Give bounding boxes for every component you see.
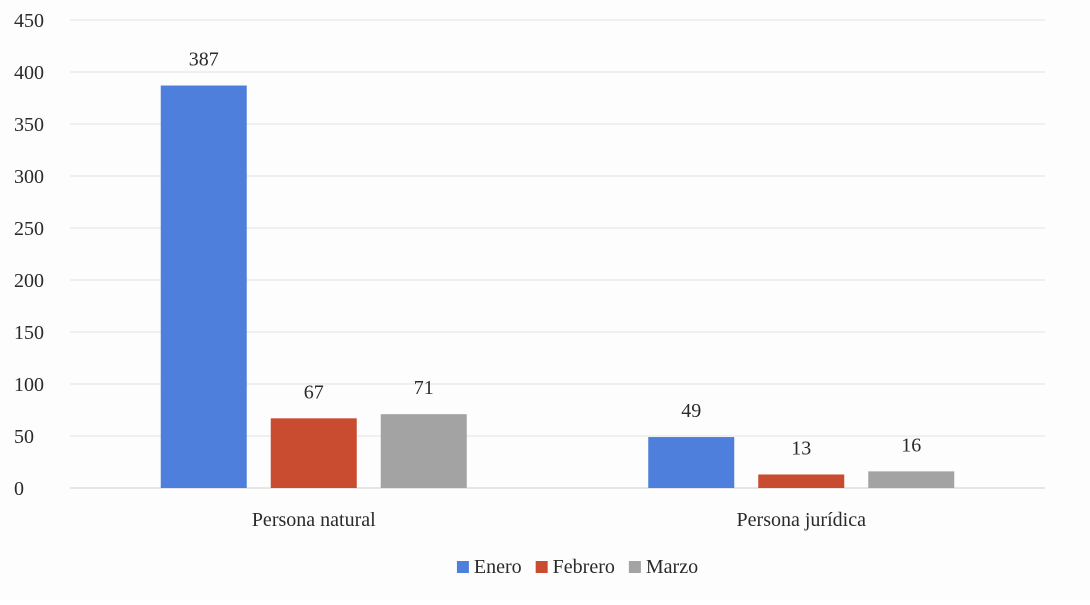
bar-enero-0 (160, 85, 247, 489)
legend-label: Enero (474, 556, 522, 578)
data-label: 16 (901, 434, 921, 456)
y-axis-tick-labels: 0 50 100 150 200 250 300 350 400 450 (14, 10, 44, 500)
y-tick-label: 450 (14, 10, 44, 32)
y-tick-label: 0 (14, 478, 24, 500)
x-axis-category-labels: Persona natural Persona jurídica (252, 509, 866, 531)
y-tick-label: 50 (14, 426, 34, 448)
category-label: Persona jurídica (737, 509, 867, 531)
data-label: 387 (189, 49, 219, 71)
legend-item-marzo: Marzo (628, 556, 698, 578)
bar-febrero-1 (758, 474, 845, 488)
bar-febrero-0 (270, 418, 357, 488)
y-tick-label: 100 (14, 374, 44, 396)
legend-swatch (628, 561, 641, 573)
legend-label: Febrero (553, 556, 615, 578)
bar-enero-1 (648, 437, 735, 488)
bar-marzo-1 (868, 471, 955, 488)
y-tick-label: 200 (14, 270, 44, 292)
bars (160, 85, 955, 489)
legend: Enero Febrero Marzo (456, 556, 698, 578)
bar-marzo-0 (380, 414, 467, 488)
legend-item-enero: Enero (456, 556, 522, 578)
legend-swatch (535, 561, 548, 573)
data-labels: 387 67 71 49 13 16 (189, 49, 922, 460)
legend-label: Marzo (646, 556, 698, 578)
data-label: 13 (791, 437, 811, 459)
data-label: 49 (681, 400, 701, 422)
legend-swatch (456, 561, 469, 573)
y-tick-label: 150 (14, 322, 44, 344)
y-tick-label: 350 (14, 114, 44, 136)
y-tick-label: 400 (14, 62, 44, 84)
data-label: 67 (304, 381, 324, 403)
data-label: 71 (414, 377, 434, 399)
y-tick-label: 250 (14, 218, 44, 240)
legend-item-febrero: Febrero (535, 556, 615, 578)
category-label: Persona natural (252, 509, 376, 531)
y-tick-label: 300 (14, 166, 44, 188)
